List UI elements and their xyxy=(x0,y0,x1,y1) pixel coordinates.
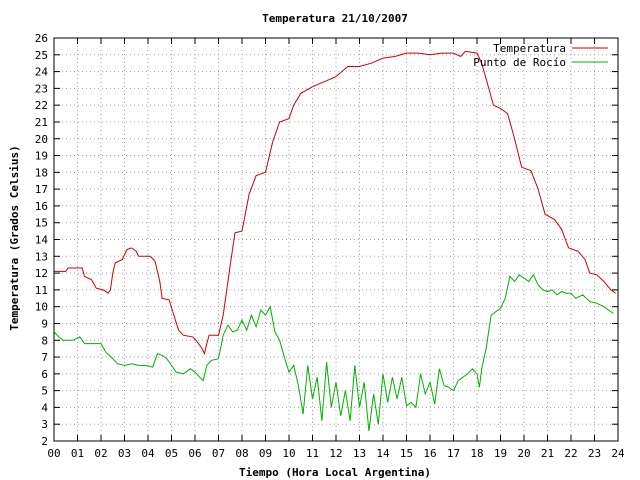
axis-ticks: 2345678910111213141516171819202122232425… xyxy=(35,32,625,460)
y-tick-label: 23 xyxy=(35,82,48,95)
y-tick-label: 12 xyxy=(35,267,48,280)
y-tick-label: 19 xyxy=(35,150,48,163)
y-tick-label: 6 xyxy=(41,368,48,381)
x-tick-label: 03 xyxy=(118,447,131,460)
x-tick-label: 00 xyxy=(47,447,60,460)
legend-label-temperatura: Temperatura xyxy=(493,42,566,55)
x-tick-label: 12 xyxy=(329,447,342,460)
x-tick-label: 01 xyxy=(71,447,84,460)
x-tick-label: 05 xyxy=(165,447,178,460)
legend-label-punto-de-rocio: Punto de Rocío xyxy=(473,56,566,69)
x-tick-label: 22 xyxy=(564,447,577,460)
y-tick-label: 21 xyxy=(35,116,48,129)
y-tick-label: 7 xyxy=(41,351,48,364)
y-tick-label: 14 xyxy=(35,234,49,247)
y-tick-label: 20 xyxy=(35,133,48,146)
x-tick-label: 08 xyxy=(235,447,248,460)
series-line-punto-de-rocio xyxy=(53,273,614,431)
x-tick-label: 13 xyxy=(353,447,366,460)
series-line-temperatura xyxy=(54,50,616,356)
y-tick-label: 10 xyxy=(35,301,48,314)
y-tick-label: 3 xyxy=(41,418,48,431)
x-tick-label: 23 xyxy=(588,447,601,460)
x-tick-label: 04 xyxy=(141,447,155,460)
x-tick-label: 02 xyxy=(94,447,107,460)
y-tick-label: 8 xyxy=(41,334,48,347)
y-tick-label: 22 xyxy=(35,99,48,112)
y-tick-label: 13 xyxy=(35,250,48,263)
grid xyxy=(54,38,618,441)
y-tick-label: 5 xyxy=(41,385,48,398)
y-tick-label: 2 xyxy=(41,435,48,448)
x-tick-label: 16 xyxy=(423,447,436,460)
y-tick-label: 9 xyxy=(41,317,48,330)
x-tick-label: 19 xyxy=(494,447,507,460)
x-tick-label: 24 xyxy=(611,447,625,460)
y-axis-label: Temperatura (Grados Celsius) xyxy=(8,145,21,330)
x-tick-label: 09 xyxy=(259,447,272,460)
y-tick-label: 15 xyxy=(35,217,48,230)
y-tick-label: 18 xyxy=(35,166,48,179)
y-tick-label: 25 xyxy=(35,49,48,62)
y-tick-label: 24 xyxy=(35,66,49,79)
x-tick-label: 15 xyxy=(400,447,413,460)
y-tick-label: 26 xyxy=(35,32,48,45)
x-tick-label: 17 xyxy=(447,447,460,460)
series-lines xyxy=(53,50,616,431)
y-tick-label: 16 xyxy=(35,200,48,213)
x-tick-label: 11 xyxy=(306,447,319,460)
x-tick-label: 21 xyxy=(541,447,554,460)
x-tick-label: 20 xyxy=(517,447,530,460)
x-tick-label: 10 xyxy=(282,447,295,460)
x-axis-label: Tiempo (Hora Local Argentina) xyxy=(239,466,431,479)
x-tick-label: 06 xyxy=(188,447,201,460)
y-tick-label: 11 xyxy=(35,284,48,297)
x-tick-label: 14 xyxy=(376,447,390,460)
y-tick-label: 17 xyxy=(35,183,48,196)
y-tick-label: 4 xyxy=(41,401,48,414)
x-tick-label: 07 xyxy=(212,447,225,460)
x-tick-label: 18 xyxy=(470,447,483,460)
chart-title: Temperatura 21/10/2007 xyxy=(262,12,408,25)
